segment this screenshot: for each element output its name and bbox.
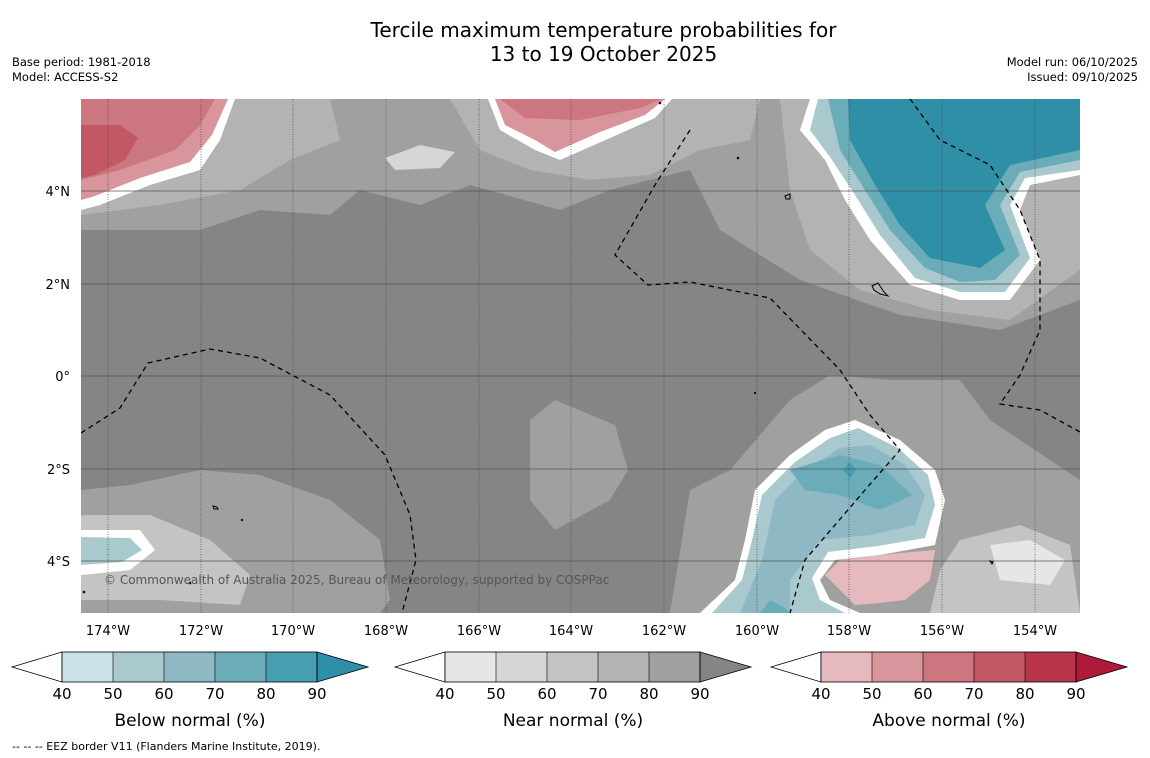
lat-label-0: 0°	[55, 370, 70, 385]
colorbar-near-title: Near normal (%)	[503, 711, 643, 731]
lon-label-170w: 170°W	[271, 624, 315, 639]
colorbar-above-arrow-right	[1075, 651, 1129, 683]
colorbar-above-seg-5	[1025, 652, 1076, 682]
colorbar-near-seg-2	[496, 652, 547, 682]
colorbar-below-outline	[61, 651, 318, 683]
map-title: Tercile maximum temperature probabilitie…	[0, 18, 1150, 66]
lon-label-168w: 168°W	[364, 624, 408, 639]
lon-label-174w: 174°W	[86, 624, 130, 639]
lon-label-162w: 162°W	[642, 624, 686, 639]
eez-borders	[81, 99, 1080, 613]
colorbar-above-seg-4	[974, 652, 1025, 682]
near-normal-patch-small	[385, 145, 455, 170]
above-normal-region-s	[825, 550, 935, 605]
model-run: Model run: 06/10/2025	[1006, 55, 1138, 69]
lon-label-166w: 166°W	[457, 624, 501, 639]
lon-label-172w: 172°W	[179, 624, 223, 639]
lon-label-156w: 156°W	[920, 624, 964, 639]
lat-axis: 4°N 2°N 0° 2°S 4°S	[46, 185, 71, 570]
map-plot: © Commonwealth of Australia 2025, Bureau…	[81, 99, 1080, 613]
colorbar-near-normal: 40 50 60 70 80 90 Near normal (%)	[393, 651, 753, 731]
below-normal-region-sw-40	[81, 537, 142, 565]
title-line-1: Tercile maximum temperature probabilitie…	[370, 18, 837, 42]
colorbar-above-tick-60: 60	[913, 685, 932, 703]
colorbar-near-arrow-left	[393, 651, 446, 683]
colorbar-above-tick-50: 50	[862, 685, 881, 703]
colorbar-below-title: Below normal (%)	[115, 711, 266, 731]
colorbar-above-seg-2	[872, 652, 923, 682]
colorbar-below-seg-4	[215, 652, 266, 682]
colorbar-above-tick-90: 90	[1066, 685, 1085, 703]
colorbar-near-seg-3	[547, 652, 598, 682]
colorbar-near-tick-90: 90	[690, 685, 709, 703]
colorbar-below-tick-60: 60	[154, 685, 173, 703]
lon-label-154w: 154°W	[1013, 624, 1057, 639]
colorbar-above-tick-80: 80	[1015, 685, 1034, 703]
above-normal-region-n-60	[500, 99, 662, 120]
colorbar-near-seg-1	[445, 652, 496, 682]
colorbar-near-tick-80: 80	[639, 685, 658, 703]
colorbar-below-normal: 40 50 60 70 80 90 Below normal (%)	[10, 651, 370, 731]
colorbar-above-title: Above normal (%)	[872, 711, 1025, 731]
above-normal-region-nw-70	[81, 125, 138, 178]
lon-axis: 174°W 172°W 170°W 168°W 166°W 164°W 162°…	[86, 624, 1057, 639]
below-normal-region-ne-80	[848, 99, 1080, 268]
below-normal-region-s-tail	[760, 600, 790, 613]
title-line-2: 13 to 19 October 2025	[489, 42, 718, 66]
grid-lines	[81, 190, 1080, 562]
colorbar-below-tick-70: 70	[205, 685, 224, 703]
colorbar-near-outline	[444, 651, 701, 683]
lon-label-160w: 160°W	[735, 624, 779, 639]
colorbar-near-tick-60: 60	[537, 685, 556, 703]
colorbar-above-arrow-left	[769, 651, 822, 683]
below-normal-region-s-80	[843, 462, 856, 478]
colorbar-near-seg-5	[649, 652, 700, 682]
colorbar-below-tick-50: 50	[103, 685, 122, 703]
colorbar-near-arrow-right	[699, 651, 753, 683]
grid-lines-lon	[107, 99, 1036, 613]
meta-left: Base period: 1981-2018 Model: ACCESS-S2	[12, 55, 151, 85]
colorbar-below-tick-40: 40	[52, 685, 71, 703]
lon-label-164w: 164°W	[549, 624, 593, 639]
colorbar-below-arrow-left	[10, 651, 63, 683]
lon-label-158w: 158°W	[827, 624, 871, 639]
copyright-text: © Commonwealth of Australia 2025, Bureau…	[104, 573, 609, 587]
colorbar-below-seg-3	[164, 652, 215, 682]
colorbar-near-tick-40: 40	[435, 685, 454, 703]
issued-date: Issued: 09/10/2025	[1027, 70, 1138, 84]
colorbar-below-tick-90: 90	[307, 685, 326, 703]
model-name: Model: ACCESS-S2	[12, 70, 119, 84]
near-normal-region-center	[530, 400, 628, 530]
colorbar-near-tick-70: 70	[588, 685, 607, 703]
islands	[82, 101, 994, 594]
colorbar-above-seg-3	[923, 652, 974, 682]
meta-right: Model run: 06/10/2025 Issued: 09/10/2025	[1007, 55, 1138, 85]
lat-label-2n: 2°N	[46, 278, 71, 293]
colorbar-above-seg-1	[821, 652, 872, 682]
colorbar-below-seg-2	[113, 652, 164, 682]
colorbar-below-seg-1	[62, 652, 113, 682]
base-period: Base period: 1981-2018	[12, 55, 151, 69]
colorbar-above-outline	[820, 651, 1077, 683]
colorbar-below-seg-5	[266, 652, 317, 682]
lat-label-2s: 2°S	[47, 463, 70, 478]
colorbar-below-arrow-right	[316, 651, 370, 683]
colorbar-above-tick-40: 40	[811, 685, 830, 703]
colorbars: 40 50 60 70 80 90 Below normal (%) 40 50…	[10, 651, 1129, 731]
near-normal-patch-se	[990, 540, 1065, 585]
lat-label-4s: 4°S	[47, 555, 70, 570]
colorbar-above-normal: 40 50 60 70 80 90 Above normal (%)	[769, 651, 1129, 731]
lat-label-4n: 4°N	[46, 185, 71, 200]
colorbar-below-tick-80: 80	[256, 685, 275, 703]
colorbar-near-seg-4	[598, 652, 649, 682]
colorbar-near-tick-50: 50	[486, 685, 505, 703]
colorbar-above-tick-70: 70	[964, 685, 983, 703]
eez-footnote: -- -- -- EEZ border V11 (Flanders Marine…	[12, 740, 321, 753]
